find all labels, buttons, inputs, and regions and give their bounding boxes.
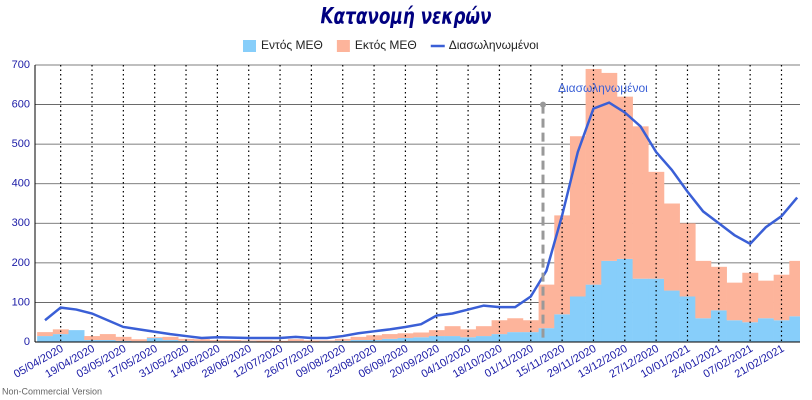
bar <box>695 318 712 342</box>
bar <box>381 338 398 342</box>
bar <box>695 260 712 319</box>
y-tick-label: 400 <box>12 178 30 190</box>
bar <box>507 332 524 342</box>
bar <box>381 334 398 339</box>
bar <box>475 336 492 342</box>
bar <box>789 316 800 342</box>
bar <box>648 171 665 279</box>
bar <box>162 336 179 341</box>
bar <box>538 284 555 329</box>
bar <box>52 334 69 342</box>
bar <box>663 203 680 291</box>
y-tick-label: 600 <box>12 98 30 110</box>
bar <box>225 340 242 342</box>
bar <box>413 332 430 338</box>
bar <box>162 340 179 342</box>
bar <box>460 329 477 338</box>
bar <box>742 272 759 323</box>
legend-label: Διασωληνωμένοι <box>449 38 539 52</box>
bar <box>287 339 304 342</box>
y-tick-label: 700 <box>12 59 30 71</box>
bar <box>256 340 273 342</box>
bar <box>789 260 800 317</box>
bar <box>538 328 555 342</box>
bar <box>334 340 351 342</box>
bar <box>632 126 649 279</box>
bar <box>554 215 571 315</box>
y-tick-label: 100 <box>12 296 30 308</box>
bar <box>350 340 367 342</box>
bar <box>428 330 445 337</box>
bar <box>444 326 461 337</box>
bar <box>131 339 148 342</box>
bar <box>319 340 336 342</box>
bar <box>37 332 54 337</box>
bar <box>413 337 430 342</box>
bar <box>632 278 649 342</box>
y-tick-label: 0 <box>24 336 30 348</box>
bar <box>475 326 492 337</box>
bar <box>366 340 383 342</box>
legend-swatch <box>336 40 350 52</box>
annotation-label: Διασωληνωμένοι <box>558 81 648 95</box>
bar <box>773 274 790 321</box>
bar <box>350 336 367 341</box>
bar <box>569 296 586 342</box>
bar <box>366 335 383 341</box>
y-tick-label: 500 <box>12 138 30 150</box>
legend-label: Εκτός ΜΕΘ <box>355 38 417 52</box>
chart-title: Κατανομή νεκρών <box>321 3 492 29</box>
bar <box>601 72 618 261</box>
bar <box>99 340 116 342</box>
footnote: Non-Commercial Version <box>2 386 102 396</box>
bar <box>569 136 586 297</box>
bar <box>115 340 132 342</box>
bar <box>303 340 320 342</box>
legend-label: Εντός ΜΕΘ <box>261 38 323 52</box>
bar <box>757 318 774 342</box>
legend-swatch <box>243 40 256 52</box>
bar <box>491 334 508 342</box>
bar <box>84 340 101 342</box>
bar <box>146 337 163 339</box>
bar <box>726 320 743 342</box>
bar <box>193 339 210 342</box>
bar <box>99 334 116 341</box>
bar <box>554 314 571 342</box>
annotation-dot <box>540 101 546 108</box>
bar <box>742 322 759 342</box>
bar <box>648 278 665 342</box>
bar <box>178 340 195 342</box>
bar <box>68 330 85 342</box>
bar <box>601 260 618 342</box>
line <box>44 101 799 340</box>
bar <box>710 266 727 311</box>
bar <box>428 336 445 342</box>
bar <box>679 296 696 342</box>
bar <box>522 332 539 342</box>
bar <box>272 340 289 342</box>
y-tick-label: 200 <box>12 257 30 269</box>
bar <box>507 318 524 333</box>
bar <box>444 336 461 342</box>
bar <box>37 336 54 342</box>
bar <box>84 336 101 341</box>
bar <box>757 280 774 319</box>
bar <box>115 336 132 341</box>
y-tick-label: 300 <box>12 217 30 229</box>
bar <box>726 282 743 321</box>
bar <box>663 290 680 342</box>
